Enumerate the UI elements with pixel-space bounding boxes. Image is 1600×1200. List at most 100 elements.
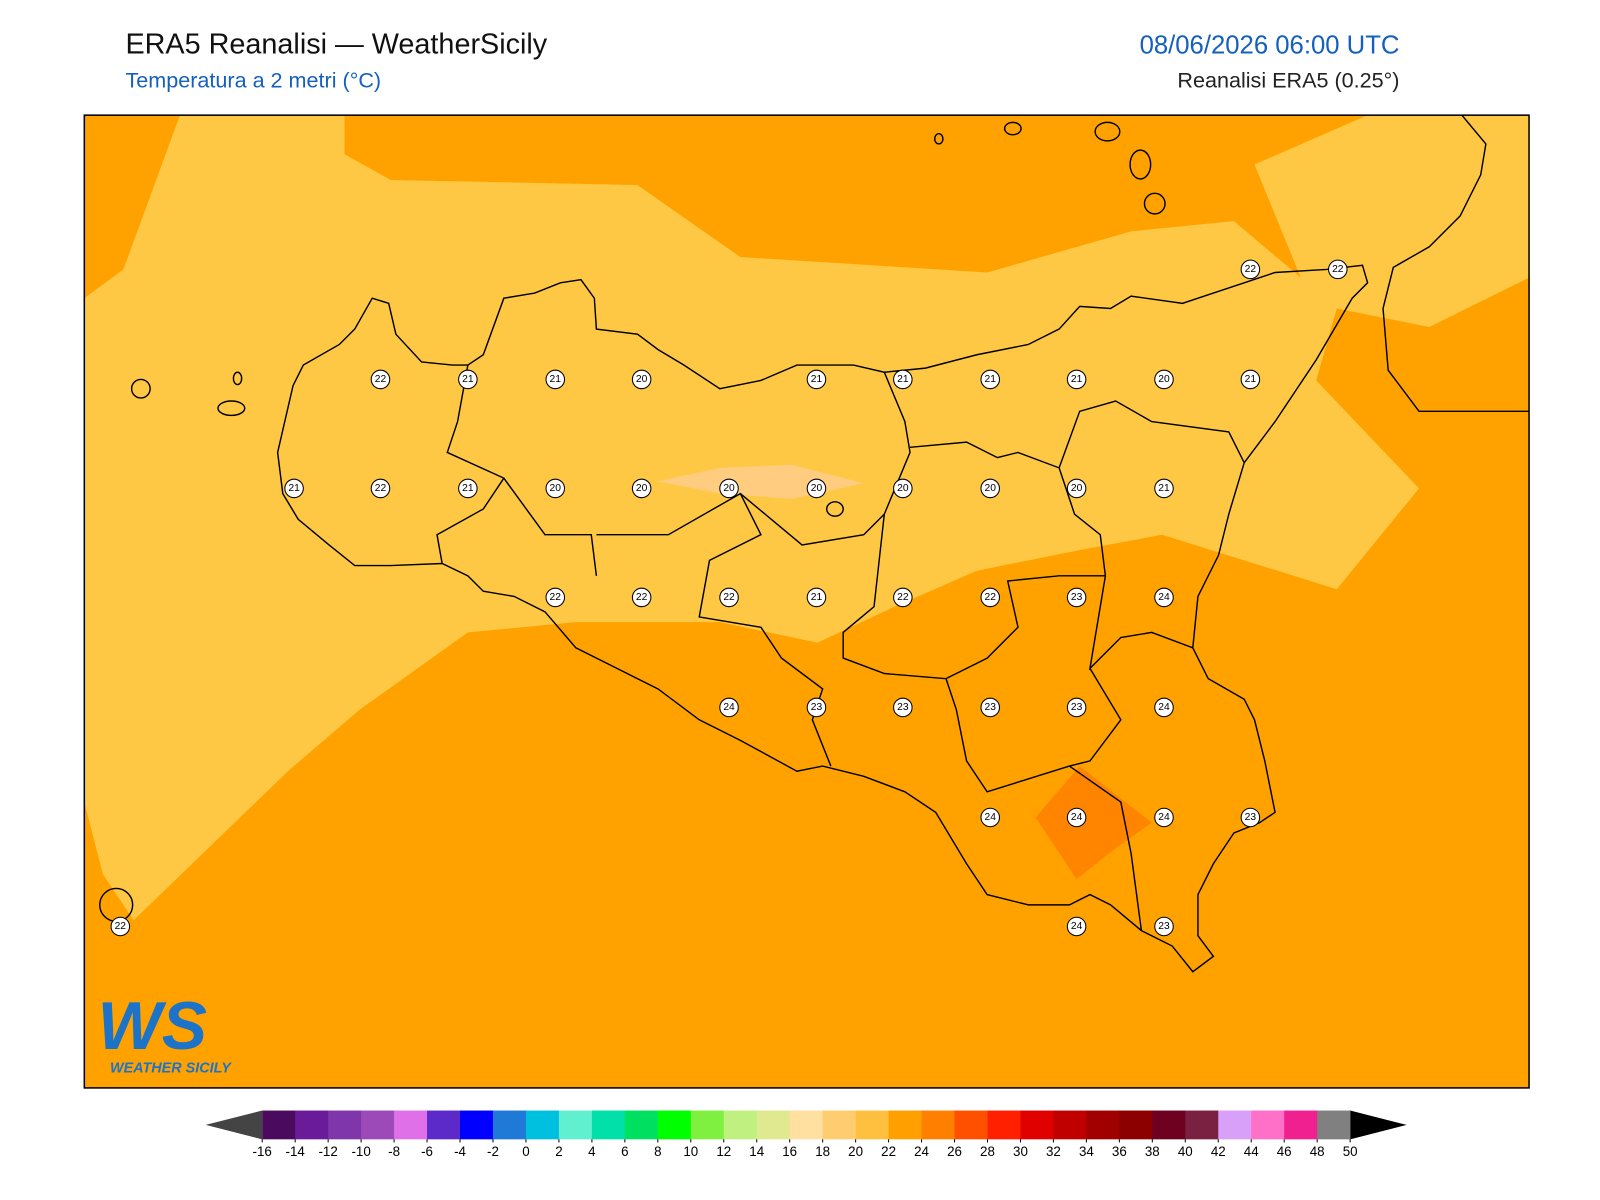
station-marker bbox=[719, 697, 739, 718]
colorbar-segment bbox=[262, 1110, 296, 1140]
station-value: 22 bbox=[636, 592, 648, 603]
colorbar-segment bbox=[591, 1110, 626, 1140]
colorbar-tick-label: 20 bbox=[848, 1144, 863, 1159]
station: 23 bbox=[980, 697, 1000, 718]
colorbar-tick-label: 14 bbox=[749, 1144, 764, 1159]
colorbar-tick-label: 36 bbox=[1112, 1144, 1127, 1159]
temp-band bbox=[84, 115, 1530, 921]
station: 22 bbox=[545, 587, 566, 608]
station-marker bbox=[1240, 369, 1261, 390]
calabria-coast bbox=[1382, 115, 1530, 413]
colorbar-tick-label: 40 bbox=[1178, 1144, 1193, 1159]
station: 22 bbox=[370, 478, 391, 499]
station-marker bbox=[1066, 478, 1087, 499]
station-value: 22 bbox=[1332, 264, 1344, 275]
station-value: 22 bbox=[375, 374, 387, 385]
station-value: 22 bbox=[985, 592, 997, 603]
station: 21 bbox=[458, 478, 478, 499]
station: 22 bbox=[1240, 259, 1261, 280]
station-marker bbox=[806, 697, 827, 718]
map-frame bbox=[83, 114, 1530, 1089]
station: 23 bbox=[1240, 807, 1261, 828]
station-value: 22 bbox=[115, 921, 127, 932]
station: 20 bbox=[1066, 478, 1087, 499]
station-marker bbox=[545, 587, 566, 608]
province-borders bbox=[436, 364, 1245, 931]
colorbar-tick-label: 26 bbox=[947, 1144, 962, 1159]
logo-name: WEATHER SICILY bbox=[110, 1060, 232, 1076]
colorbar-tick-label: -8 bbox=[388, 1144, 400, 1159]
station-marker bbox=[980, 697, 1000, 718]
station-marker bbox=[806, 369, 827, 390]
station: 23 bbox=[1066, 587, 1087, 608]
station: 21 bbox=[284, 478, 304, 499]
station-value: 23 bbox=[1071, 702, 1083, 713]
station: 22 bbox=[893, 587, 913, 608]
station: 24 bbox=[1154, 807, 1174, 828]
station-value: 22 bbox=[550, 592, 562, 603]
station-value: 20 bbox=[897, 483, 909, 494]
station: 20 bbox=[893, 478, 913, 499]
colorbar-segment bbox=[954, 1110, 989, 1140]
colorbar-tick-label: 38 bbox=[1145, 1144, 1160, 1159]
station-value: 21 bbox=[550, 374, 562, 385]
station: 21 bbox=[1154, 478, 1174, 499]
station-marker bbox=[719, 587, 739, 608]
colorbar-tick-label: 24 bbox=[914, 1144, 929, 1159]
station-marker bbox=[980, 369, 1000, 390]
colorbar-tick-label: 12 bbox=[716, 1144, 731, 1159]
station: 23 bbox=[806, 697, 827, 718]
station: 24 bbox=[719, 697, 739, 718]
station-marker bbox=[893, 478, 913, 499]
sicily-coast bbox=[276, 264, 1369, 973]
island bbox=[130, 378, 151, 399]
station: 20 bbox=[545, 478, 566, 499]
island bbox=[217, 400, 246, 417]
station: 22 bbox=[980, 587, 1000, 608]
colorbar-segment bbox=[756, 1110, 791, 1140]
colorbar-segment bbox=[1317, 1110, 1351, 1140]
station-value: 21 bbox=[811, 374, 823, 385]
station-marker bbox=[980, 587, 1000, 608]
colorbar: -16 -14 -12 -10 -8 -6 -4 -2 0 2 4 6 8 10 12 14 16 18 20 22 2… bbox=[205, 1110, 1407, 1159]
station: 22 bbox=[110, 916, 131, 937]
colorbar-segment bbox=[1020, 1110, 1054, 1140]
station: 21 bbox=[806, 587, 827, 608]
station-value: 23 bbox=[1245, 812, 1257, 823]
station-marker bbox=[1154, 697, 1174, 718]
colorbar-tick-label: 34 bbox=[1079, 1144, 1094, 1159]
colorbar-tick-label: -12 bbox=[318, 1144, 337, 1159]
colorbar-segment bbox=[558, 1110, 593, 1140]
station-marker bbox=[893, 587, 913, 608]
station-value: 23 bbox=[897, 702, 909, 713]
island bbox=[1003, 121, 1022, 136]
colorbar-segment bbox=[921, 1110, 956, 1140]
station: 21 bbox=[806, 369, 827, 390]
station-value: 24 bbox=[723, 702, 735, 713]
source: Reanalisi ERA5 (0.25°) bbox=[1177, 67, 1399, 92]
station-value: 23 bbox=[1071, 592, 1083, 603]
station-marker bbox=[1154, 916, 1174, 937]
colorbar-tick-label: 0 bbox=[522, 1144, 529, 1159]
station-marker bbox=[284, 478, 304, 499]
colorbar-tick-label: -4 bbox=[454, 1144, 466, 1159]
colorbar-segment bbox=[987, 1110, 1021, 1140]
colorbar-segment bbox=[525, 1110, 560, 1140]
station-value: 24 bbox=[1158, 702, 1170, 713]
colorbar-segment bbox=[723, 1110, 758, 1140]
station-value: 22 bbox=[1245, 264, 1257, 275]
station: 24 bbox=[1066, 916, 1087, 937]
station-value: 23 bbox=[985, 702, 997, 713]
station: 21 bbox=[1240, 369, 1261, 390]
station-marker bbox=[1154, 369, 1174, 390]
colorbar-segment bbox=[1251, 1110, 1285, 1140]
subtitle: Temperatura a 2 metri (°C) bbox=[125, 67, 381, 92]
station-marker bbox=[631, 587, 652, 608]
station-marker bbox=[1154, 807, 1174, 828]
colorbar-segment bbox=[295, 1110, 329, 1140]
colorbar-segment bbox=[1053, 1110, 1087, 1140]
colorbar-segment bbox=[1185, 1110, 1219, 1140]
station: 24 bbox=[980, 807, 1000, 828]
station-value: 20 bbox=[636, 374, 648, 385]
station: 21 bbox=[980, 369, 1000, 390]
